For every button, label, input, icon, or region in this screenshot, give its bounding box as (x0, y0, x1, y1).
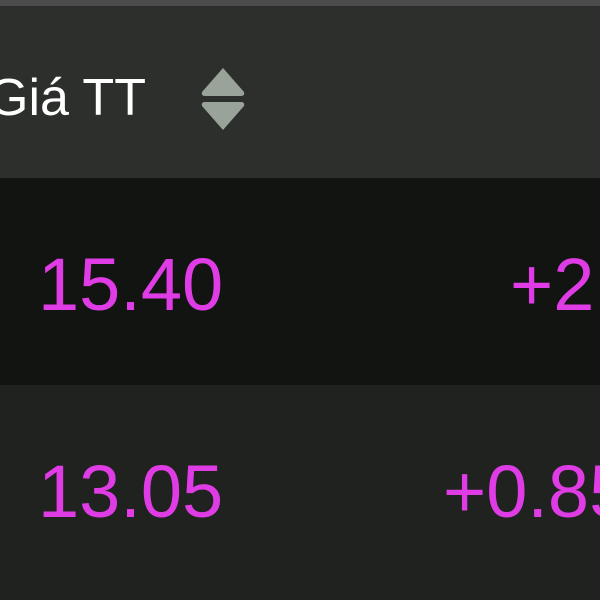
table-row[interactable]: 13.05 +0.85 (0, 385, 600, 600)
change-cell: +0.85 (443, 450, 600, 533)
sort-up-down-icon[interactable] (200, 64, 246, 134)
table-row[interactable]: 15.40 +2 (0, 178, 600, 385)
column-header-price[interactable]: Giá TT (0, 69, 146, 127)
top-divider (0, 0, 600, 6)
price-cell: 13.05 (38, 450, 224, 533)
change-cell: +2 (510, 243, 595, 326)
table-header: Giá TT (0, 6, 600, 178)
price-cell: 15.40 (38, 243, 224, 326)
